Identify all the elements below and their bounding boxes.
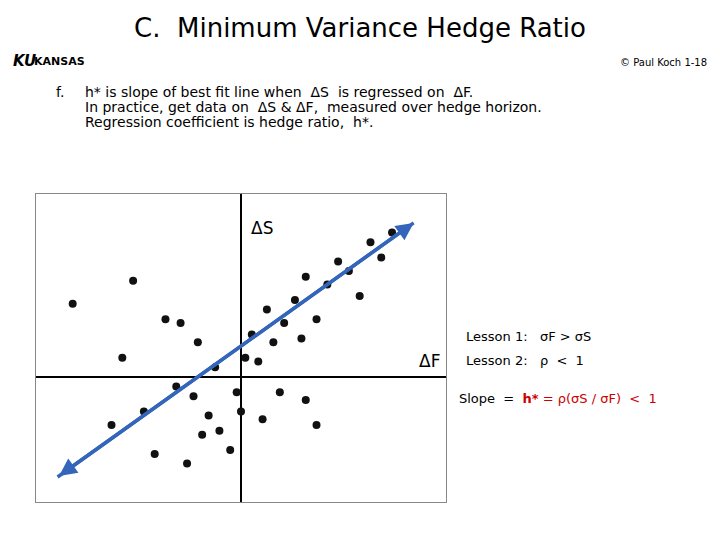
svg-text:KANSAS: KANSAS <box>34 55 85 68</box>
svg-text:ΔS: ΔS <box>251 218 273 238</box>
svg-text:© Paul Koch 1-18: © Paul Koch 1-18 <box>620 57 707 68</box>
svg-text:Slope = h* = ρ(σS / σF) <: Slope = h* = ρ(σS / σF) < 1 <box>459 391 657 406</box>
svg-text:In practice, get data on ΔS &: In practice, get data on ΔS & ΔF, measur… <box>85 99 542 115</box>
svg-text:h* is slope of best fit line w: h* is slope of best fit line when ΔS is … <box>85 84 473 100</box>
svg-text:Lesson 2: ρ < 1: Lesson 2: ρ < 1 <box>466 353 584 368</box>
svg-text:f.: f. <box>56 84 64 100</box>
svg-text:Lesson 1: σF > σS: Lesson 1: σF > σS <box>466 329 591 344</box>
svg-text:Regression coefficient is hedg: Regression coefficient is hedge ratio, h… <box>85 114 373 130</box>
svg-text:C. Minimum Variance Hedge Rat: C. Minimum Variance Hedge Ratio <box>134 13 586 43</box>
svg-text:KU: KU <box>13 52 36 70</box>
svg-text:ΔF: ΔF <box>419 351 440 371</box>
